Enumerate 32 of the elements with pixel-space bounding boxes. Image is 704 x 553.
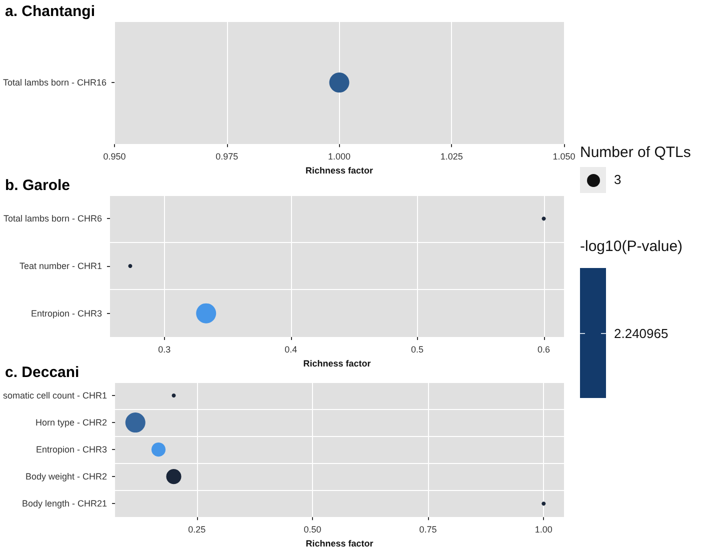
x-axis-title: Richness factor xyxy=(306,166,374,176)
color-bar-title: -log10(P-value) xyxy=(580,238,683,255)
x-tick-label: 0.50 xyxy=(304,524,322,535)
y-tick-label: Total lambs born - CHR6 xyxy=(3,214,102,224)
x-tick-label: 0.6 xyxy=(538,344,550,354)
legend-title: Number of QTLs xyxy=(580,144,691,161)
y-tick-label: somatic cell count - CHR1 xyxy=(2,390,108,401)
y-tick-label: Body length - CHR21 xyxy=(22,498,108,509)
x-tick-label: 1.00 xyxy=(534,524,552,535)
x-tick-label: 0.975 xyxy=(216,152,238,162)
chart-title: c. Deccani xyxy=(5,364,80,381)
chart-title: b. Garole xyxy=(5,177,70,194)
y-tick-label: Body weight - CHR2 xyxy=(25,472,108,482)
x-tick-label: 0.75 xyxy=(419,524,437,535)
y-tick-label: Total lambs born - CHR16 xyxy=(2,78,107,88)
x-axis-title: Richness factor xyxy=(306,538,374,548)
y-tick-label: Entropion - CHR3 xyxy=(36,444,108,455)
text: 3 xyxy=(614,172,622,187)
y-tick-label: Horn type - CHR2 xyxy=(36,418,108,428)
x-tick-label: 0.4 xyxy=(284,344,298,354)
y-tick-label: Entropion - CHR3 xyxy=(30,308,102,318)
x-tick-label: 0.3 xyxy=(158,344,171,354)
chart-title: a. Chantangi xyxy=(5,3,96,20)
x-tick-label: 0.25 xyxy=(188,524,206,535)
x-tick-label: 0.950 xyxy=(103,152,126,162)
x-tick-label: 0.5 xyxy=(411,344,424,354)
y-tick-label: Teat number - CHR1 xyxy=(19,261,102,271)
x-tick-label: 1.025 xyxy=(440,152,463,162)
text: 2.240965 xyxy=(614,326,668,341)
x-tick-label: 1.000 xyxy=(328,152,351,162)
x-tick-label: 1.050 xyxy=(552,152,576,162)
x-axis-title: Richness factor xyxy=(303,358,372,368)
